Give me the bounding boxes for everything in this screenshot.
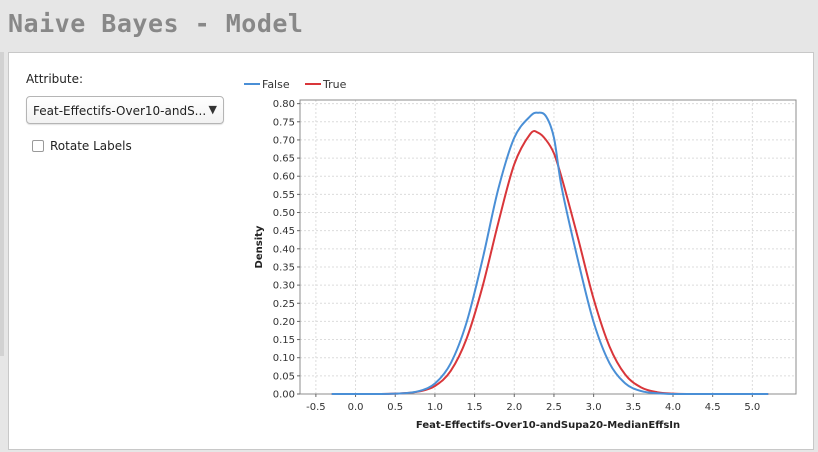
y-tick-label: 0.50 <box>273 208 295 219</box>
x-tick-label: 4.0 <box>665 402 681 413</box>
attribute-label: Attribute: <box>26 72 84 86</box>
y-tick-label: 0.30 <box>273 281 295 292</box>
y-tick-label: 0.25 <box>273 299 295 310</box>
x-tick-label: 1.5 <box>467 402 483 413</box>
y-tick-label: 0.45 <box>273 226 295 237</box>
y-tick-label: 0.15 <box>273 335 295 346</box>
y-tick-label: 0.65 <box>273 154 295 165</box>
x-tick-label: 0.0 <box>348 402 364 413</box>
plot-border <box>299 99 797 395</box>
x-tick-label: 4.5 <box>705 402 721 413</box>
y-tick-label: 0.60 <box>273 172 295 183</box>
x-tick-label: -0.5 <box>306 402 326 413</box>
rotate-labels-checkbox[interactable] <box>32 140 44 152</box>
y-tick-label: 0.80 <box>273 99 295 110</box>
legend-label-false: False <box>262 78 290 91</box>
x-tick-label: 2.0 <box>506 402 522 413</box>
x-tick-label: 2.5 <box>546 402 562 413</box>
x-tick-label: 0.5 <box>387 402 403 413</box>
y-tick-label: 0.70 <box>273 135 295 146</box>
y-tick-label: 0.55 <box>273 190 295 201</box>
legend-label-true: True <box>322 78 347 91</box>
rotate-labels-label[interactable]: Rotate Labels <box>50 139 132 153</box>
y-tick-label: 0.75 <box>273 117 295 128</box>
y-tick-label: 0.05 <box>273 371 295 382</box>
y-tick-label: 0.10 <box>273 353 295 364</box>
y-tick-label: 0.00 <box>273 390 295 401</box>
chevron-down-icon: ▼ <box>208 103 217 116</box>
series-line-false <box>331 111 769 396</box>
attribute-dropdown[interactable]: Feat-Effectifs-Over10-andS... ▼ <box>26 96 224 124</box>
x-tick-label: 3.5 <box>625 402 641 413</box>
left-edge-divider <box>0 52 4 356</box>
y-tick-label: 0.35 <box>273 262 295 273</box>
x-tick-label: 5.0 <box>744 402 760 413</box>
plot-area <box>300 100 796 394</box>
y-axis-label: Density <box>254 225 265 268</box>
attribute-dropdown-value: Feat-Effectifs-Over10-andS... <box>33 104 207 118</box>
y-tick-label: 0.40 <box>273 244 295 255</box>
window-title: Naive Bayes - Model <box>8 9 304 38</box>
x-axis-label: Feat-Effectifs-Over10-andSupa20-MedianEf… <box>416 420 680 431</box>
x-tick-label: 1.0 <box>427 402 443 413</box>
y-tick-label: 0.20 <box>273 317 295 328</box>
x-tick-label: 3.0 <box>586 402 602 413</box>
